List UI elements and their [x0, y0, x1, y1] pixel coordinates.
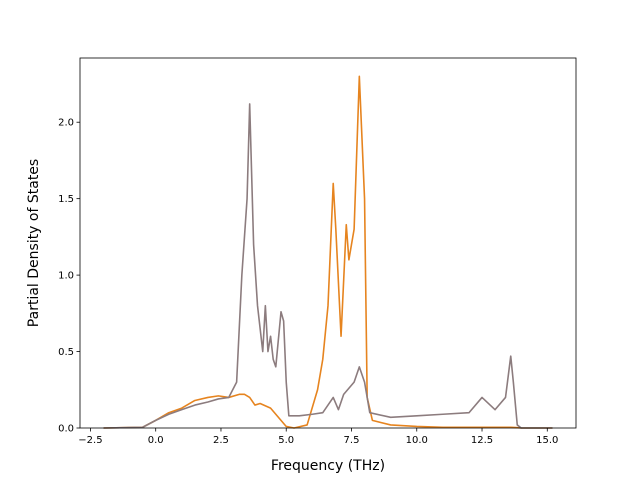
x-tick-label: 12.5 — [471, 435, 493, 446]
y-tick-label: 1.0 — [58, 271, 74, 282]
x-tick-label: 7.5 — [344, 435, 360, 446]
x-tick-label: 15.0 — [536, 435, 558, 446]
y-tick-label: 1.5 — [58, 194, 74, 205]
x-tick-label: 10.0 — [406, 435, 428, 446]
y-axis-label: Partial Density of States — [26, 159, 42, 327]
y-axis-ticks: 0.0 0.5 1.0 1.5 2.0 — [58, 118, 80, 435]
x-tick-label: 2.5 — [213, 435, 229, 446]
y-tick-label: 0.5 — [58, 347, 74, 358]
y-tick-label: 0.0 — [58, 424, 74, 435]
axes-frame — [79, 57, 577, 429]
x-tick-label: 0.0 — [148, 435, 164, 446]
plot-area — [103, 75, 553, 429]
x-axis-ticks: −2.5 0.0 2.5 5.0 7.5 10.0 12.5 15.0 — [78, 428, 558, 446]
x-tick-label: −2.5 — [78, 435, 102, 446]
x-tick-label: 5.0 — [278, 435, 294, 446]
series-line-1 — [103, 75, 553, 429]
series-line-2 — [103, 103, 553, 429]
y-tick-label: 2.0 — [58, 118, 74, 129]
x-axis-label: Frequency (THz) — [271, 458, 385, 474]
